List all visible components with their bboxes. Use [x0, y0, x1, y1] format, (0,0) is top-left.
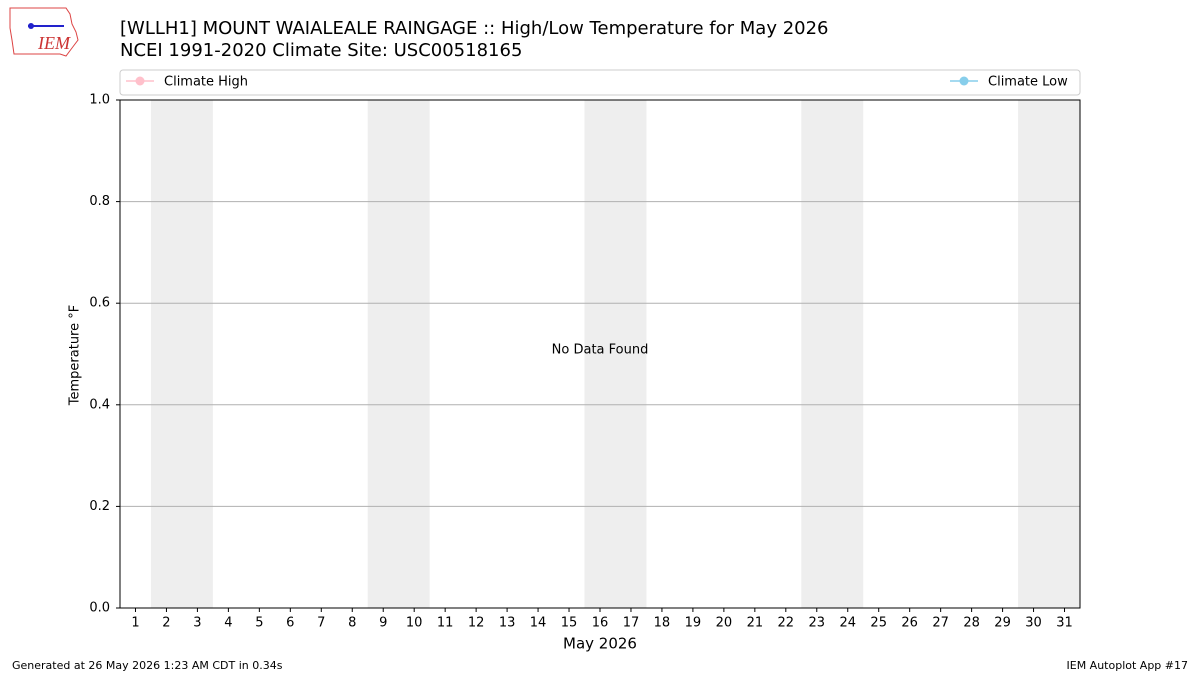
footer-left: Generated at 26 May 2026 1:23 AM CDT in …: [12, 659, 283, 672]
x-axis-label: May 2026: [563, 635, 637, 653]
x-tick-label: 15: [561, 616, 578, 631]
legend-label: Climate Low: [988, 75, 1068, 90]
x-tick-label: 27: [932, 616, 949, 631]
x-tick-label: 19: [685, 616, 702, 631]
x-tick-label: 3: [193, 616, 201, 631]
weekend-shade: [801, 100, 864, 608]
x-tick-label: 2: [162, 616, 170, 631]
x-tick-label: 22: [778, 616, 795, 631]
x-tick-label: 11: [437, 616, 454, 631]
y-tick-label: 0.4: [89, 397, 110, 412]
footer-right: IEM Autoplot App #17: [1067, 659, 1189, 672]
weekend-shade: [150, 100, 213, 608]
logo-dot: [28, 23, 34, 29]
y-axis-label: Temperature °F: [68, 305, 83, 406]
x-tick-label: 28: [963, 616, 980, 631]
y-tick-label: 0.2: [89, 499, 110, 514]
legend: [119, 69, 1081, 96]
x-tick-label: 8: [348, 616, 356, 631]
x-tick-label: 16: [592, 616, 609, 631]
legend-marker: [959, 76, 969, 86]
chart-title: [WLLH1] MOUNT WAIALEALE RAINGAGE :: High…: [120, 18, 829, 39]
logo: IEM: [9, 7, 79, 57]
y-tick-label: 1.0: [89, 93, 110, 108]
x-tick-label: 26: [901, 616, 918, 631]
x-tick-label: 23: [809, 616, 826, 631]
x-tick-label: 21: [747, 616, 764, 631]
x-tick-label: 14: [530, 616, 547, 631]
chart-subtitle: NCEI 1991-2020 Climate Site: USC00518165: [120, 40, 522, 61]
logo-text: IEM: [37, 33, 71, 53]
x-tick-label: 25: [870, 616, 887, 631]
logo-outline: [9, 7, 79, 57]
x-tick-label: 1: [131, 616, 139, 631]
x-tick-label: 6: [286, 616, 294, 631]
plot-frame: [119, 99, 1081, 609]
x-tick-label: 13: [499, 616, 516, 631]
x-tick-label: 12: [468, 616, 485, 631]
x-tick-label: 29: [994, 616, 1011, 631]
weekend-shade: [1018, 100, 1080, 608]
x-tick-label: 9: [379, 616, 387, 631]
y-tick-label: 0.6: [89, 296, 110, 311]
legend-marker: [135, 76, 145, 86]
x-tick-label: 18: [654, 616, 671, 631]
annotation: No Data Found: [552, 343, 649, 358]
y-tick-label: 0.8: [89, 194, 110, 209]
x-tick-label: 7: [317, 616, 325, 631]
weekend-shade: [584, 100, 647, 608]
x-tick-label: 20: [716, 616, 733, 631]
x-tick-label: 24: [839, 616, 856, 631]
weekend-shade: [367, 100, 430, 608]
x-tick-label: 10: [406, 616, 423, 631]
x-tick-label: 31: [1056, 616, 1073, 631]
x-tick-label: 30: [1025, 616, 1042, 631]
x-tick-label: 5: [255, 616, 263, 631]
x-tick-label: 4: [224, 616, 232, 631]
x-tick-label: 17: [623, 616, 640, 631]
y-tick-label: 0.0: [89, 601, 110, 616]
legend-label: Climate High: [164, 75, 248, 90]
